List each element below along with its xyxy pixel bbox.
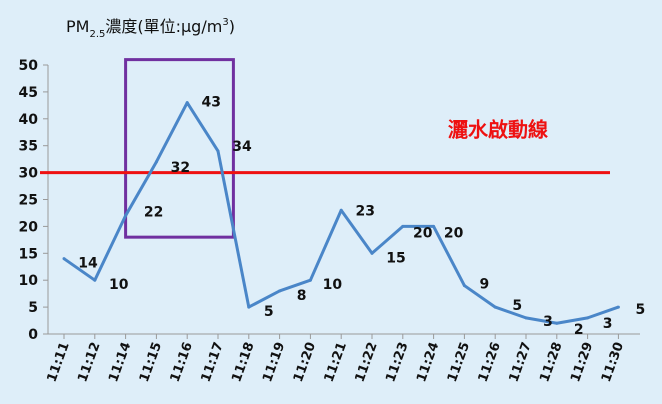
y-tick-label: 35 <box>19 139 38 155</box>
data-label: 23 <box>355 203 374 219</box>
data-point <box>370 251 374 255</box>
axes <box>47 65 640 335</box>
data-label: 5 <box>264 304 274 320</box>
y-tick-label: 0 <box>28 327 38 343</box>
data-point <box>185 101 189 105</box>
x-tick-label: 11:19 <box>260 340 288 384</box>
data-point <box>124 214 128 218</box>
data-point <box>432 224 436 228</box>
data-label: 5 <box>636 302 646 318</box>
x-tick-label: 11:15 <box>137 340 165 384</box>
data-label: 8 <box>297 288 307 304</box>
chart-title: PM2.5濃度(單位:μg/m3) <box>66 17 235 40</box>
x-tick-label: 11:25 <box>445 340 473 384</box>
reference-line-group: 灑水啟動線 <box>40 118 610 175</box>
data-label: 20 <box>444 225 464 241</box>
x-tick-label: 11:18 <box>229 340 257 384</box>
data-point <box>401 224 405 228</box>
x-tick-label: 11:14 <box>106 340 134 384</box>
data-point <box>308 278 312 282</box>
x-tick-label: 11:12 <box>75 340 103 384</box>
y-tick-label: 15 <box>19 246 38 262</box>
y-tick-label: 20 <box>19 219 39 235</box>
x-tick-label: 11:21 <box>322 340 350 384</box>
title-sup: 3 <box>222 17 228 28</box>
data-label: 43 <box>201 95 220 111</box>
x-tick-label: 11:22 <box>353 340 381 384</box>
title-unit: 濃度(單位:μg/m <box>105 17 222 36</box>
x-tick-label: 11:26 <box>476 340 504 384</box>
x-tick-label: 11:29 <box>568 340 596 384</box>
y-tick-label: 40 <box>19 112 39 128</box>
x-tick-label: 11:28 <box>537 340 565 384</box>
data-label: 14 <box>78 256 98 272</box>
data-label: 20 <box>413 225 433 241</box>
y-tick-label: 5 <box>28 300 38 316</box>
data-point <box>62 257 66 261</box>
data-label: 5 <box>512 298 522 314</box>
y-tick-label: 30 <box>19 166 39 182</box>
data-point <box>154 160 158 164</box>
data-point <box>247 305 251 309</box>
data-point <box>93 278 97 282</box>
reference-line-label: 灑水啟動線 <box>448 118 548 142</box>
data-label: 9 <box>480 277 490 293</box>
y-tick-label: 10 <box>19 273 39 289</box>
x-tick-label: 11:24 <box>414 340 442 384</box>
x-tick-label: 11:27 <box>507 340 535 384</box>
data-label: 22 <box>144 205 163 221</box>
data-point <box>339 208 343 212</box>
x-tick-label: 11:16 <box>168 340 196 384</box>
data-point <box>216 149 220 153</box>
y-tick-label: 50 <box>19 58 39 74</box>
x-tick-label: 11:17 <box>199 340 227 384</box>
data-point <box>555 321 559 325</box>
data-label: 2 <box>574 322 584 338</box>
data-point <box>586 316 590 320</box>
x-tick-label: 11:30 <box>599 340 627 384</box>
data-point <box>524 316 528 320</box>
x-tick-label: 11:20 <box>291 340 319 384</box>
title-sub: 2.5 <box>89 29 105 40</box>
x-tick-label: 11:23 <box>383 340 411 384</box>
data-label: 3 <box>543 314 553 330</box>
title-main: PM <box>66 17 89 36</box>
data-label: 10 <box>323 277 343 293</box>
y-tick-label: 25 <box>19 193 38 209</box>
data-label: 15 <box>386 250 405 266</box>
y-tick-label: 45 <box>19 85 38 101</box>
x-tick-label: 11:11 <box>45 340 73 384</box>
data-point <box>616 305 620 309</box>
data-point <box>462 284 466 288</box>
series-group <box>62 101 620 325</box>
data-label: 32 <box>171 160 190 176</box>
data-label: 3 <box>603 316 613 332</box>
title-close: ) <box>229 17 235 36</box>
data-point <box>493 305 497 309</box>
highlight-box-group <box>124 58 235 239</box>
y-axis-ticks: 0 5 10 15 20 25 30 35 40 45 50 <box>19 58 48 343</box>
data-label: 34 <box>232 139 252 155</box>
data-point <box>278 289 282 293</box>
highlight-box <box>124 58 235 239</box>
x-axis-ticks: 11:11 11:12 11:14 11:15 11:16 11:17 11:18 11:19… <box>45 334 627 384</box>
data-label: 10 <box>109 277 129 293</box>
